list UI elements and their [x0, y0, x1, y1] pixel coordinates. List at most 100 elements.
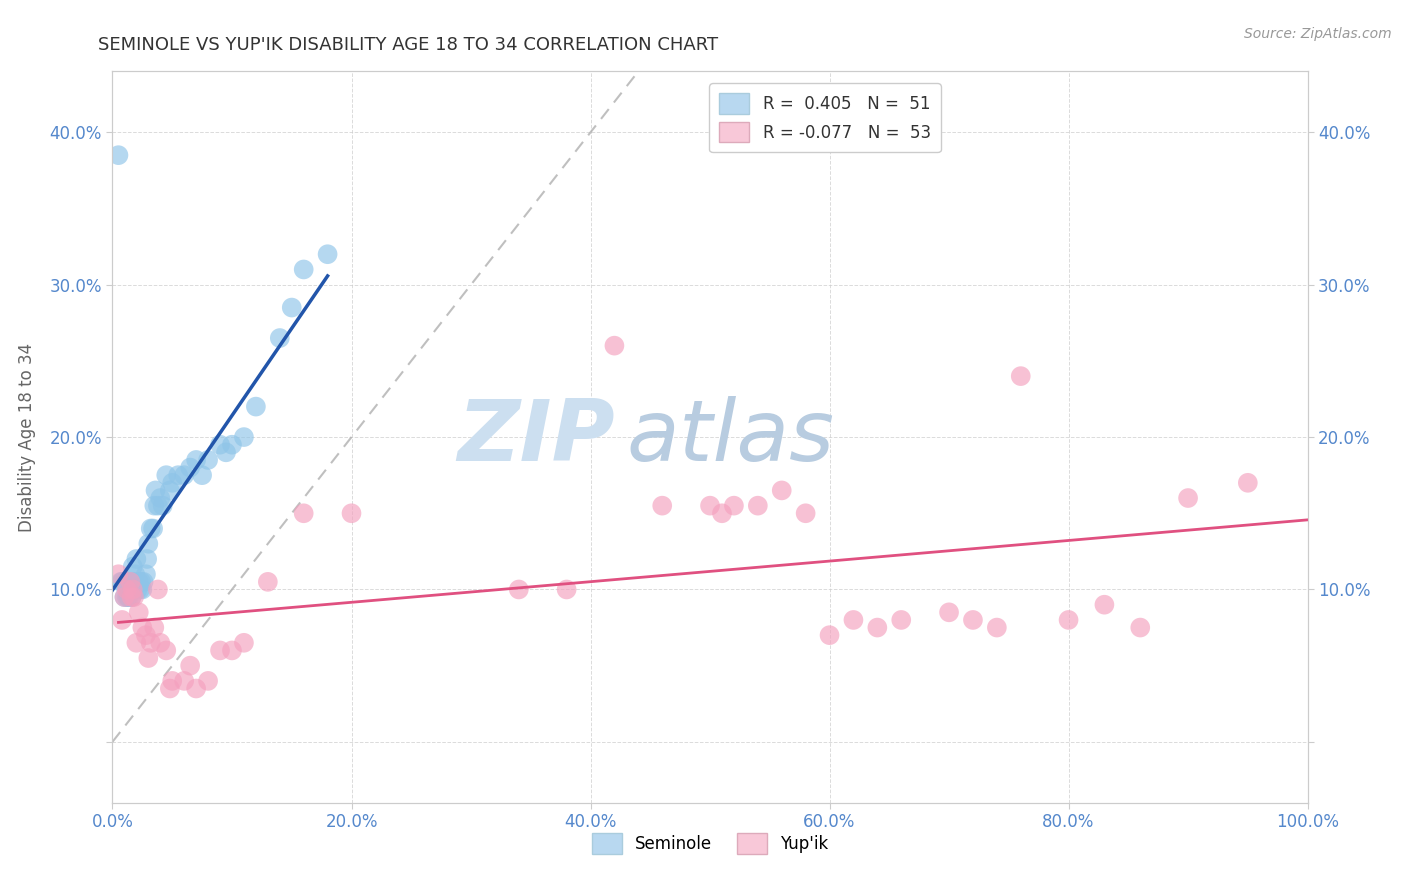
Point [121, 582, 143, 597]
Point [143, 499, 166, 513]
Point [770, 483, 793, 498]
Point [139, 636, 162, 650]
Point [107, 148, 129, 162]
Point [651, 499, 673, 513]
Point [711, 506, 734, 520]
Point [842, 613, 865, 627]
Text: ZIP: ZIP [457, 395, 614, 479]
Point [818, 628, 841, 642]
Point [890, 613, 912, 627]
Point [115, 590, 138, 604]
Point [723, 499, 745, 513]
Point [135, 567, 157, 582]
Point [555, 582, 578, 597]
Point [121, 559, 143, 574]
Point [159, 483, 181, 498]
Point [986, 621, 1008, 635]
Point [245, 400, 267, 414]
Point [138, 537, 160, 551]
Point [114, 590, 135, 604]
Point [269, 331, 291, 345]
Point [111, 574, 134, 589]
Point [122, 582, 145, 597]
Point [127, 582, 149, 597]
Point [179, 460, 201, 475]
Point [159, 681, 181, 696]
Point [129, 582, 152, 597]
Point [316, 247, 339, 261]
Point [121, 582, 143, 597]
Point [1177, 491, 1199, 505]
Point [292, 262, 315, 277]
Point [794, 506, 817, 520]
Point [209, 438, 232, 452]
Point [173, 468, 195, 483]
Point [281, 301, 304, 315]
Point [257, 574, 280, 589]
Point [110, 574, 132, 589]
Point [233, 636, 256, 650]
Point [508, 582, 530, 597]
Point [699, 499, 721, 513]
Point [111, 613, 134, 627]
Point [121, 590, 143, 604]
Point [340, 506, 363, 520]
Point [1010, 369, 1032, 384]
Point [125, 552, 148, 566]
Point [197, 453, 219, 467]
Point [603, 338, 626, 352]
Point [122, 574, 145, 589]
Text: atlas: atlas [627, 395, 834, 479]
Point [131, 582, 153, 597]
Point [124, 567, 146, 582]
Point [115, 582, 138, 597]
Point [1129, 621, 1152, 635]
Point [152, 499, 174, 513]
Point [292, 506, 315, 520]
Text: Source: ZipAtlas.com: Source: ZipAtlas.com [1244, 27, 1392, 41]
Point [128, 574, 150, 589]
Point [114, 574, 135, 589]
Point [149, 491, 172, 505]
Point [146, 582, 169, 597]
Point [138, 651, 160, 665]
Point [866, 621, 889, 635]
Point [145, 483, 167, 498]
Point [135, 628, 157, 642]
Text: SEMINOLE VS YUP'IK DISABILITY AGE 18 TO 34 CORRELATION CHART: SEMINOLE VS YUP'IK DISABILITY AGE 18 TO … [98, 36, 718, 54]
Point [120, 574, 142, 589]
Point [155, 468, 177, 483]
Point [186, 453, 208, 467]
Point [186, 681, 208, 696]
Point [149, 636, 172, 650]
Point [107, 567, 129, 582]
Point [121, 590, 143, 604]
Point [129, 574, 152, 589]
Point [215, 445, 238, 459]
Legend: Seminole, Yup'ik: Seminole, Yup'ik [585, 827, 835, 860]
Point [131, 621, 153, 635]
Point [122, 590, 145, 604]
Point [125, 636, 148, 650]
Point [191, 468, 214, 483]
Point [962, 613, 984, 627]
Point [117, 590, 139, 604]
Point [120, 582, 142, 597]
Point [1237, 475, 1260, 490]
Point [167, 468, 190, 483]
Point [128, 605, 150, 619]
Point [209, 643, 232, 657]
Point [747, 499, 769, 513]
Point [1057, 613, 1080, 627]
Point [233, 430, 256, 444]
Point [1094, 598, 1116, 612]
Point [221, 643, 243, 657]
Y-axis label: Disability Age 18 to 34: Disability Age 18 to 34 [18, 343, 35, 532]
Point [132, 574, 155, 589]
Point [162, 475, 183, 490]
Point [118, 590, 141, 604]
Point [136, 552, 159, 566]
Point [162, 673, 183, 688]
Point [146, 499, 169, 513]
Point [114, 590, 135, 604]
